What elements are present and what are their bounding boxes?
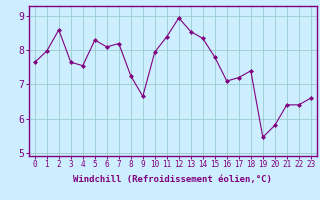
X-axis label: Windchill (Refroidissement éolien,°C): Windchill (Refroidissement éolien,°C) [73, 175, 272, 184]
